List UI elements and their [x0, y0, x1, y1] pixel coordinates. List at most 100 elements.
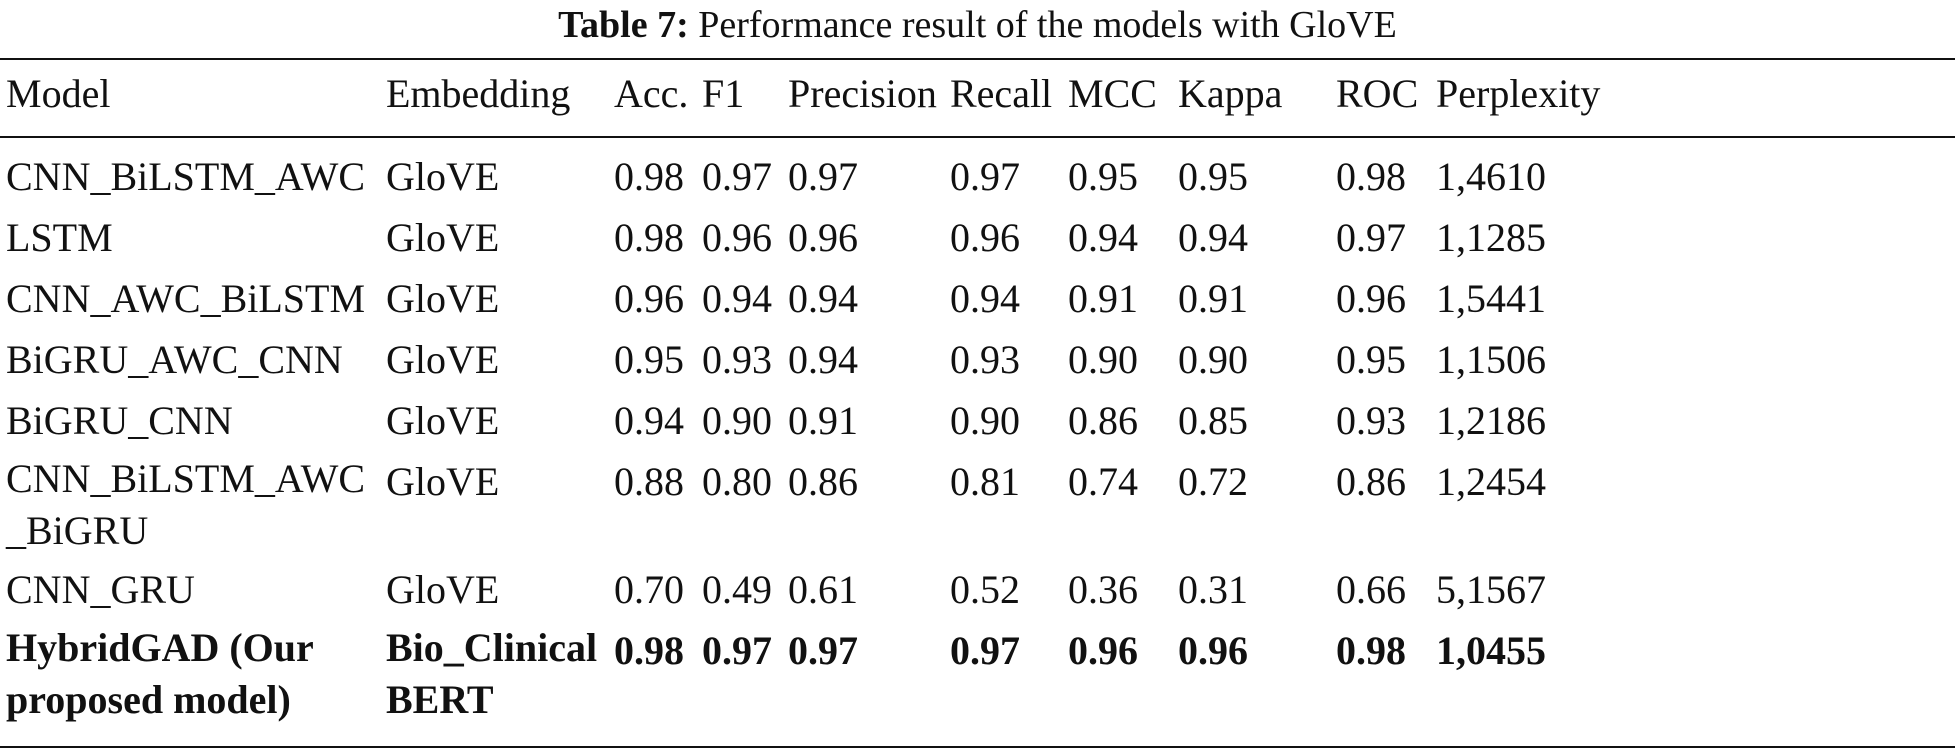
cell-acc: 0.95 [614, 337, 684, 382]
cell-recall: 0.97 [950, 628, 1020, 673]
cell-f1: 0.93 [702, 337, 772, 382]
cell-acc: 0.98 [614, 628, 684, 673]
cell-precision: 0.97 [788, 628, 858, 673]
cell-embedding: GloVE [386, 459, 500, 504]
cell-perplexity: 1,1506 [1436, 337, 1546, 382]
table-row: CNN_BiLSTM_AWC _BiGRU GloVE 0.88 0.80 0.… [0, 453, 1955, 561]
header-recall: Recall [950, 71, 1053, 116]
table-header-row: Model Embedding Acc. F1 Precision Recall… [0, 62, 1955, 138]
cell-f1: 0.97 [702, 154, 772, 199]
cell-precision: 0.91 [788, 398, 858, 443]
cell-perplexity: 1,5441 [1436, 276, 1546, 321]
header-f1: F1 [702, 71, 745, 116]
table-top-rule [0, 58, 1955, 60]
cell-f1: 0.94 [702, 276, 772, 321]
table-row: BiGRU_AWC_CNN GloVE 0.95 0.93 0.94 0.93 … [0, 331, 1955, 392]
cell-mcc: 0.94 [1068, 215, 1138, 260]
cell-acc: 0.98 [614, 154, 684, 199]
cell-embedding: GloVE [386, 276, 500, 321]
cell-recall: 0.52 [950, 567, 1020, 612]
cell-model: BiGRU_CNN [6, 398, 233, 443]
cell-f1: 0.90 [702, 398, 772, 443]
header-model: Model [6, 71, 111, 116]
table-row-proposed-model: HybridGAD (Our proposed model) Bio_Clini… [0, 622, 1955, 730]
cell-mcc: 0.91 [1068, 276, 1138, 321]
cell-recall: 0.90 [950, 398, 1020, 443]
cell-perplexity: 1,2454 [1436, 459, 1546, 504]
cell-kappa: 0.96 [1178, 628, 1248, 673]
cell-model: CNN_GRU [6, 567, 195, 612]
table-row: CNN_AWC_BiLSTM GloVE 0.96 0.94 0.94 0.94… [0, 270, 1955, 331]
cell-kappa: 0.90 [1178, 337, 1248, 382]
cell-model: CNN_BiLSTM_AWC _BiGRU [6, 456, 366, 553]
cell-mcc: 0.74 [1068, 459, 1138, 504]
cell-recall: 0.97 [950, 154, 1020, 199]
cell-f1: 0.96 [702, 215, 772, 260]
cell-f1: 0.80 [702, 459, 772, 504]
cell-kappa: 0.95 [1178, 154, 1248, 199]
cell-roc: 0.98 [1336, 154, 1406, 199]
cell-recall: 0.96 [950, 215, 1020, 260]
cell-model: LSTM [6, 215, 113, 260]
cell-f1: 0.49 [702, 567, 772, 612]
cell-kappa: 0.85 [1178, 398, 1248, 443]
header-precision: Precision [788, 71, 937, 116]
table-caption: Table 7: Performance result of the model… [0, 0, 1955, 58]
cell-precision: 0.86 [788, 459, 858, 504]
cell-roc: 0.96 [1336, 276, 1406, 321]
cell-precision: 0.96 [788, 215, 858, 260]
cell-perplexity: 1,1285 [1436, 215, 1546, 260]
header-mcc: MCC [1068, 71, 1157, 116]
cell-model: BiGRU_AWC_CNN [6, 337, 343, 382]
cell-model: CNN_BiLSTM_AWC [6, 154, 366, 199]
cell-acc: 0.98 [614, 215, 684, 260]
cell-embedding: GloVE [386, 567, 500, 612]
cell-embedding: GloVE [386, 337, 500, 382]
table-caption-text: Performance result of the models with Gl… [698, 4, 1397, 46]
cell-perplexity: 5,1567 [1436, 567, 1546, 612]
table-row: CNN_GRU GloVE 0.70 0.49 0.61 0.52 0.36 0… [0, 561, 1955, 622]
cell-kappa: 0.94 [1178, 215, 1248, 260]
cell-mcc: 0.96 [1068, 628, 1138, 673]
cell-mcc: 0.86 [1068, 398, 1138, 443]
header-embedding: Embedding [386, 71, 571, 116]
cell-f1: 0.97 [702, 628, 772, 673]
cell-acc: 0.94 [614, 398, 684, 443]
cell-kappa: 0.31 [1178, 567, 1248, 612]
cell-perplexity: 1,0455 [1436, 628, 1546, 673]
cell-recall: 0.94 [950, 276, 1020, 321]
cell-embedding: GloVE [386, 398, 500, 443]
cell-model: HybridGAD (Our proposed model) [6, 625, 314, 722]
header-roc: ROC [1336, 71, 1419, 116]
cell-acc: 0.96 [614, 276, 684, 321]
table-row: CNN_BiLSTM_AWC GloVE 0.98 0.97 0.97 0.97… [0, 138, 1955, 209]
table-row: BiGRU_CNN GloVE 0.94 0.90 0.91 0.90 0.86… [0, 392, 1955, 453]
cell-roc: 0.93 [1336, 398, 1406, 443]
cell-kappa: 0.91 [1178, 276, 1248, 321]
cell-precision: 0.61 [788, 567, 858, 612]
cell-precision: 0.94 [788, 276, 858, 321]
header-perplexity: Perplexity [1436, 71, 1601, 116]
cell-roc: 0.86 [1336, 459, 1406, 504]
cell-roc: 0.98 [1336, 628, 1406, 673]
cell-acc: 0.88 [614, 459, 684, 504]
table-caption-label: Table 7: [558, 4, 689, 46]
cell-perplexity: 1,2186 [1436, 398, 1546, 443]
cell-perplexity: 1,4610 [1436, 154, 1546, 199]
cell-roc: 0.66 [1336, 567, 1406, 612]
table-row: LSTM GloVE 0.98 0.96 0.96 0.96 0.94 0.94… [0, 209, 1955, 270]
cell-roc: 0.97 [1336, 215, 1406, 260]
header-kappa: Kappa [1178, 71, 1283, 116]
cell-embedding: Bio_Clinical BERT [386, 625, 598, 722]
cell-kappa: 0.72 [1178, 459, 1248, 504]
cell-precision: 0.94 [788, 337, 858, 382]
cell-recall: 0.81 [950, 459, 1020, 504]
cell-roc: 0.95 [1336, 337, 1406, 382]
cell-embedding: GloVE [386, 154, 500, 199]
cell-mcc: 0.95 [1068, 154, 1138, 199]
cell-acc: 0.70 [614, 567, 684, 612]
performance-table: Model Embedding Acc. F1 Precision Recall… [0, 62, 1955, 730]
cell-precision: 0.97 [788, 154, 858, 199]
header-acc: Acc. [614, 71, 689, 116]
cell-model: CNN_AWC_BiLSTM [6, 276, 366, 321]
